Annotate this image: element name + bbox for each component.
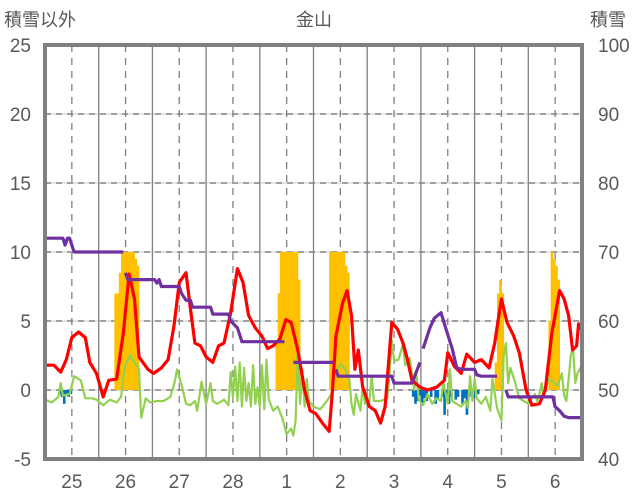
negative-bar	[65, 390, 68, 396]
precip-bar	[121, 252, 124, 390]
left-tick-label: 0	[20, 381, 31, 402]
negative-bar	[418, 390, 422, 396]
precip-bar	[329, 252, 332, 390]
precip-bar	[291, 252, 294, 390]
precip-bar	[114, 293, 117, 390]
precip-bar	[333, 252, 337, 390]
right-tick-label: 60	[598, 312, 619, 333]
precip-bar	[295, 252, 299, 390]
x-tick-label: 6	[550, 472, 561, 493]
precip-bar	[342, 252, 346, 390]
x-tick-label: 27	[169, 472, 190, 493]
negative-bar	[434, 390, 437, 404]
negative-bar	[463, 390, 467, 399]
precip-bar	[282, 252, 285, 390]
precip-bar	[501, 293, 505, 390]
precip-bar	[293, 252, 296, 390]
precip-bar	[275, 343, 279, 390]
negative-bar	[411, 390, 415, 397]
right-tick-label: 100	[598, 36, 630, 57]
negative-bar	[461, 390, 464, 404]
right-tick-label: 90	[598, 105, 619, 126]
right-axis-title: 積雪	[590, 10, 626, 31]
precip-bar	[335, 252, 339, 390]
precip-bar	[496, 293, 500, 390]
negative-bar	[423, 390, 426, 399]
left-tick-label: 25	[10, 36, 31, 57]
plot-frame	[43, 43, 584, 461]
right-tick-label: 70	[598, 243, 619, 264]
negative-bar	[443, 390, 446, 415]
x-tick-label: 25	[61, 472, 82, 493]
negative-bar	[62, 390, 66, 404]
precip-bar	[130, 252, 133, 390]
negative-bar	[420, 390, 424, 404]
x-tick-label: 28	[222, 472, 243, 493]
snow-depth-line	[45, 236, 582, 420]
precip-bar	[125, 252, 129, 390]
negative-bar	[436, 390, 440, 399]
precip-bar	[297, 279, 301, 390]
plot-area	[45, 236, 582, 437]
x-tick-label: 1	[281, 472, 292, 493]
left-tick-label: -5	[14, 450, 31, 471]
negative-bar	[414, 390, 417, 404]
x-tick-label: 3	[389, 472, 400, 493]
precip-bar	[347, 272, 350, 390]
right-tick-label: 40	[598, 450, 619, 471]
left-tick-label: 10	[10, 243, 31, 264]
red-series-line	[45, 267, 582, 433]
negative-bar	[476, 390, 480, 395]
precip-bar	[557, 279, 561, 390]
negative-bar	[454, 390, 458, 400]
precip-bar	[340, 252, 343, 390]
left-tick-label: 15	[10, 174, 31, 195]
precip-bar	[118, 272, 122, 390]
precip-bar	[550, 252, 554, 390]
left-axis-title: 積雪以外	[4, 10, 76, 31]
x-tick-label: 5	[496, 472, 507, 493]
negative-bar	[456, 390, 460, 397]
x-tick-label: 26	[115, 472, 136, 493]
x-tick-label: 2	[335, 472, 346, 493]
precip-bar	[127, 252, 131, 390]
left-tick-label: 20	[10, 105, 31, 126]
precip-bar	[344, 265, 348, 390]
chart-title: 金山	[296, 10, 332, 31]
precip-bar	[331, 252, 335, 390]
x-tick-label: 4	[442, 472, 453, 493]
precip-bar	[499, 279, 502, 390]
precip-bar	[132, 252, 135, 390]
negative-bar	[429, 390, 433, 397]
precip-bar	[279, 252, 283, 390]
right-tick-label: 50	[598, 381, 619, 402]
right-tick-label: 80	[598, 174, 619, 195]
left-tick-label: 5	[20, 312, 31, 333]
precip-bar	[116, 293, 120, 390]
precip-bar	[555, 265, 558, 390]
